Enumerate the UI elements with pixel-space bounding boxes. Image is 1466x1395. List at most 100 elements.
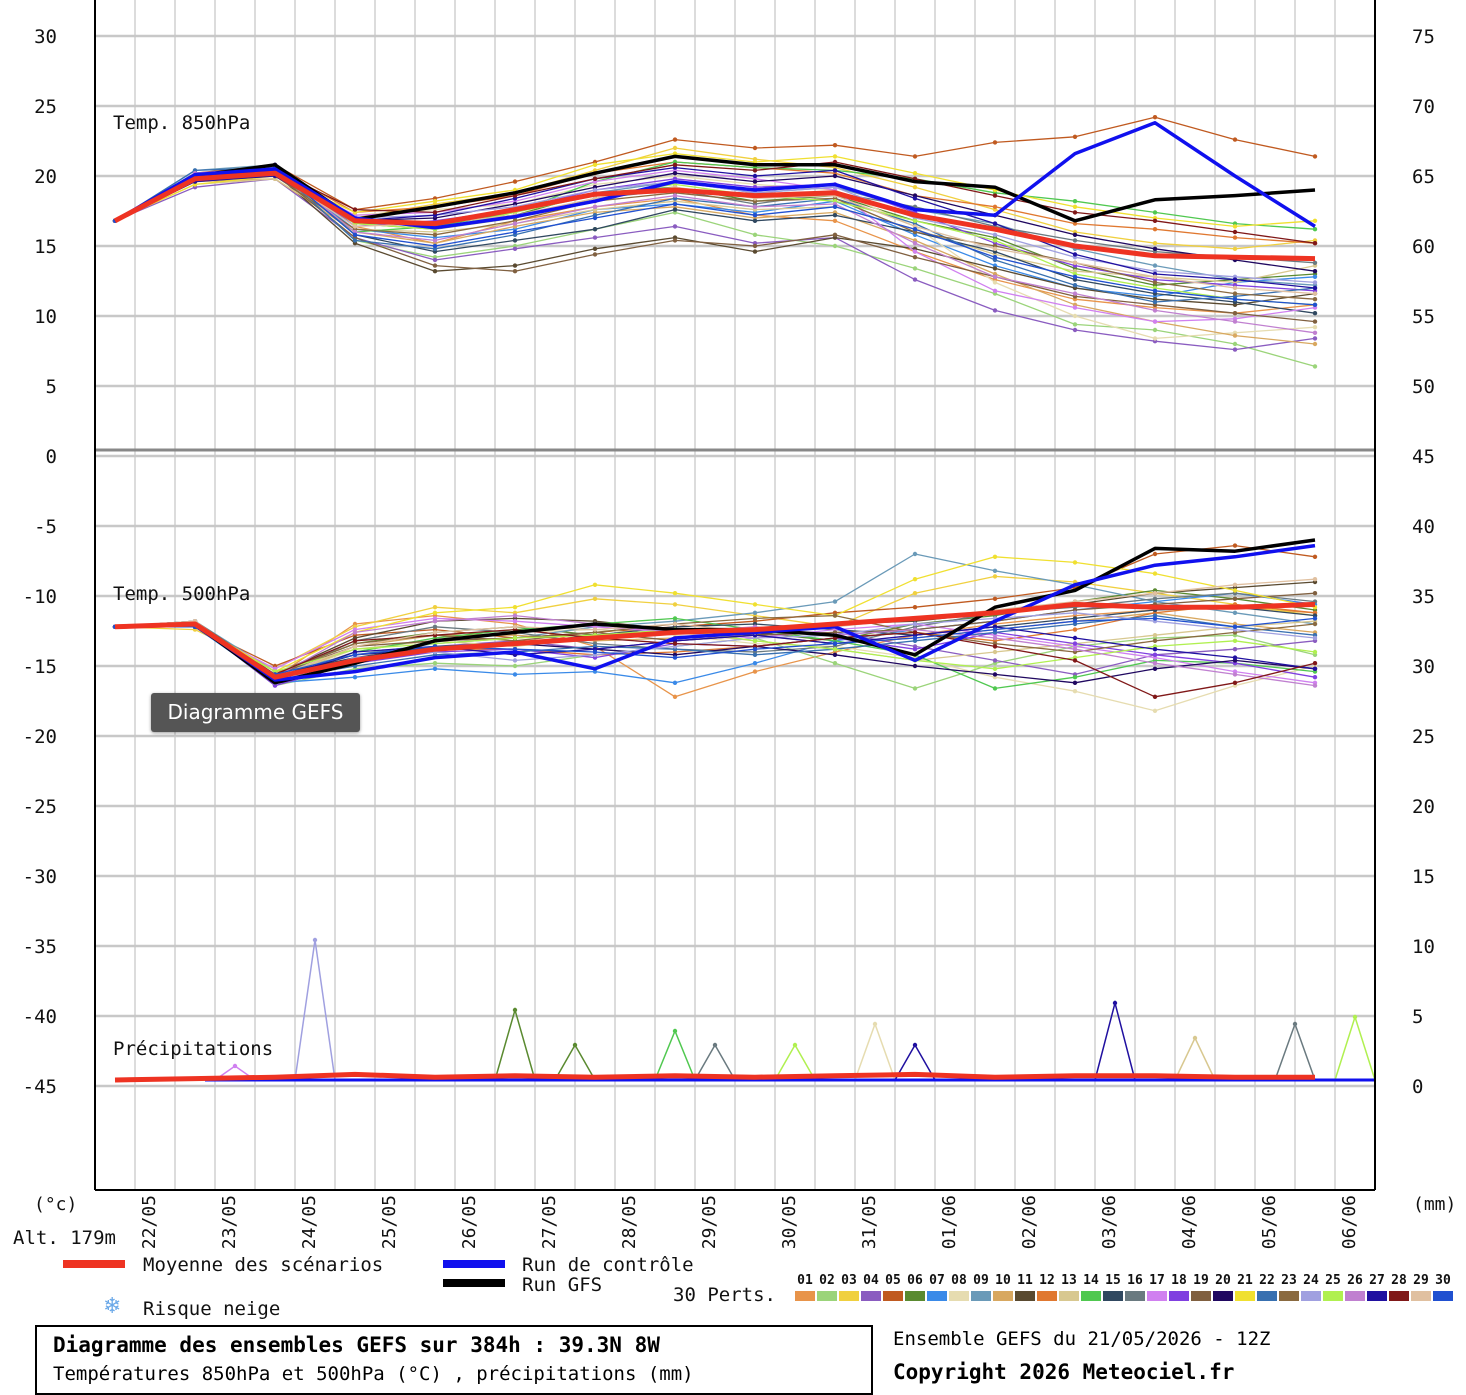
t850-member-line-point bbox=[1232, 224, 1238, 229]
t500-member-line-point bbox=[1232, 638, 1238, 643]
t850-member-line-point bbox=[1312, 274, 1318, 279]
t500-member-line-point bbox=[992, 644, 998, 649]
panel-label-t850: Temp. 850hPa bbox=[113, 112, 250, 134]
t850-member-line-point bbox=[1072, 322, 1078, 327]
t850-member-line-point bbox=[832, 143, 838, 148]
precip-member-spike bbox=[1174, 1036, 1216, 1081]
t850-member-line-point bbox=[912, 241, 918, 246]
t500-member-line bbox=[114, 575, 1316, 670]
t500-member-line-point bbox=[1072, 619, 1078, 624]
t500-member-line-point bbox=[992, 672, 998, 677]
altitude-label: Alt. 179m bbox=[13, 1227, 116, 1249]
t850-member-line bbox=[114, 116, 1316, 222]
t850-member-line-point bbox=[992, 204, 998, 209]
left-tick-label: -35 bbox=[23, 936, 57, 958]
t500-member-line-point bbox=[672, 694, 678, 699]
precip-mean-line bbox=[114, 1071, 1315, 1083]
x-tick-label: 26/05 bbox=[459, 1195, 480, 1249]
t500-member-line-point bbox=[1072, 689, 1078, 694]
legend-member-swatch bbox=[1235, 1291, 1255, 1301]
t500-member-line-point bbox=[1312, 621, 1318, 627]
t850-member-line-point bbox=[1072, 204, 1078, 209]
left-tick-label: 20 bbox=[34, 166, 57, 188]
legend-member-swatch bbox=[1015, 1291, 1035, 1301]
t500-member-line-point bbox=[672, 641, 678, 646]
t850-member-line-point bbox=[1072, 327, 1078, 333]
t850-member-line-point bbox=[832, 218, 838, 223]
precip-member-spike-point bbox=[512, 1007, 518, 1013]
t500-member-line-point bbox=[1152, 647, 1158, 652]
t500-member-line-point bbox=[912, 621, 918, 627]
t850-member-line-point bbox=[432, 199, 438, 204]
snowflake-icon: ❄ bbox=[103, 1294, 121, 1319]
t500-member-line-point bbox=[832, 641, 838, 646]
t850-member-line-point bbox=[992, 221, 998, 226]
t500-member-line-point bbox=[352, 644, 358, 649]
x-tick-label: 04/06 bbox=[1179, 1195, 1200, 1249]
t850-member-line-point bbox=[672, 224, 678, 229]
t500-member-line-point bbox=[1232, 647, 1238, 652]
left-tick-label: -40 bbox=[23, 1006, 57, 1028]
t850-member-line bbox=[114, 172, 1316, 323]
legend-control-swatch bbox=[443, 1260, 505, 1268]
t850-member-line-point bbox=[912, 227, 918, 232]
t500-member-line-point bbox=[832, 661, 838, 666]
t850-member-line-point bbox=[1232, 311, 1238, 316]
t850-member-line-point bbox=[1312, 269, 1318, 274]
legend-member-swatch bbox=[927, 1291, 947, 1301]
t500-member-line-point bbox=[832, 652, 838, 657]
t850-member-line-point bbox=[1312, 325, 1318, 330]
t850-member-line-point bbox=[752, 173, 758, 179]
t850-member-line-point bbox=[1232, 229, 1238, 235]
t850-member-line-point bbox=[1072, 210, 1078, 215]
t500-member-line-point bbox=[1072, 560, 1078, 565]
precip-member-spike bbox=[1094, 1000, 1136, 1081]
t850-member-line-point bbox=[1232, 291, 1238, 296]
t850-member-line-point bbox=[1312, 341, 1318, 347]
t500-member-line-point bbox=[992, 686, 998, 691]
t500-member-line-point bbox=[992, 574, 998, 579]
t500-member-line-point bbox=[1232, 610, 1238, 615]
t850-member-line-point bbox=[1232, 347, 1238, 352]
t500-member-line-point bbox=[1152, 661, 1158, 666]
legend-member-swatch bbox=[993, 1291, 1013, 1301]
t500-member-line-point bbox=[1312, 591, 1318, 596]
left-tick-label: -10 bbox=[23, 586, 57, 608]
t850-member-line-point bbox=[672, 137, 678, 142]
x-tick-label: 23/05 bbox=[219, 1195, 240, 1249]
t850-member-line-point bbox=[672, 171, 678, 176]
t850-member-line-point bbox=[1072, 199, 1078, 204]
tooltip: Diagramme GEFS bbox=[151, 693, 360, 732]
legend-member-id: 30 bbox=[1435, 1273, 1451, 1288]
t850-member-line-point bbox=[432, 269, 438, 274]
t500-member-line-point bbox=[512, 658, 518, 663]
t500-member-line-point bbox=[832, 613, 838, 618]
t850-member-line-point bbox=[1072, 274, 1078, 279]
t500-member-line-point bbox=[592, 669, 598, 674]
legend-member-swatch bbox=[1213, 1291, 1233, 1301]
t850-member-line-point bbox=[912, 171, 918, 176]
legend-member-id: 06 bbox=[907, 1273, 923, 1288]
t500-member-line-point bbox=[992, 666, 998, 671]
legend-member-swatch bbox=[795, 1291, 815, 1301]
t850-member-line-point bbox=[832, 213, 838, 218]
right-tick-label: 55 bbox=[1412, 306, 1435, 328]
legend-member-id: 15 bbox=[1105, 1273, 1121, 1288]
t850-member-line-point bbox=[1232, 137, 1238, 142]
t850-member-line-point bbox=[352, 207, 358, 212]
t500-member-line-point bbox=[1312, 675, 1318, 680]
legend-member-id: 07 bbox=[929, 1273, 945, 1288]
t850-member-line-point bbox=[912, 154, 918, 159]
t500-member-line-point bbox=[912, 551, 918, 557]
t850-member-line-point bbox=[832, 204, 838, 209]
t500-member-line-point bbox=[1312, 616, 1318, 621]
t850-member-line-point bbox=[1152, 288, 1158, 293]
x-tick-label: 29/05 bbox=[699, 1195, 720, 1249]
left-tick-label: 5 bbox=[46, 376, 57, 398]
legend-member-swatch bbox=[1169, 1291, 1189, 1301]
t850-member-line-point bbox=[1312, 364, 1318, 369]
t500-member-line-point bbox=[432, 610, 438, 615]
legend-member-id: 23 bbox=[1281, 1273, 1297, 1288]
t850-member-line-point bbox=[1232, 235, 1238, 240]
